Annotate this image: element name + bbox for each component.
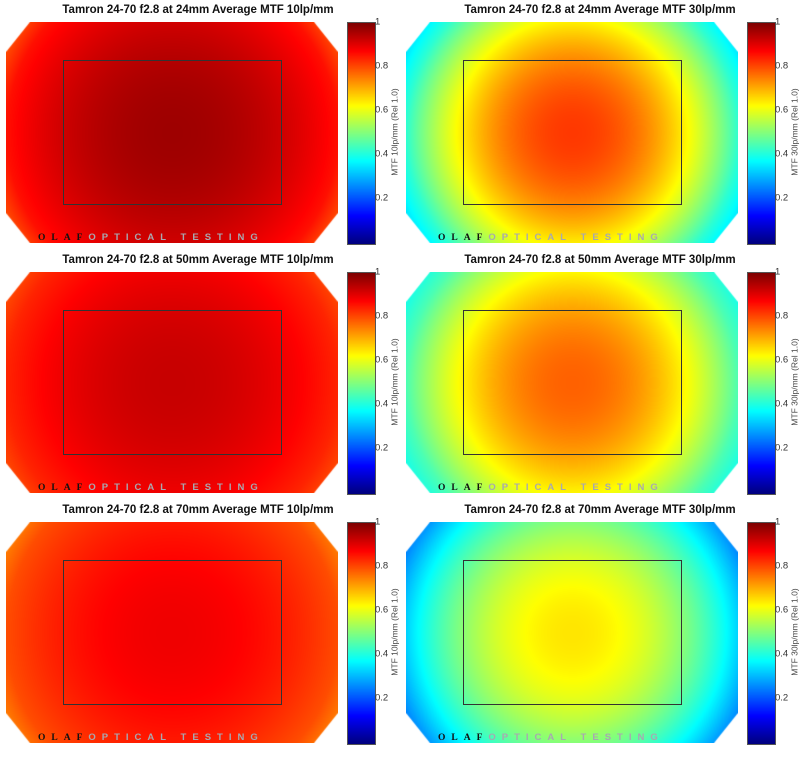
colorbar-tick-label: 0.8 xyxy=(375,60,389,72)
panel-title: Tamron 24-70 f2.8 at 50mm Average MTF 30… xyxy=(464,254,736,266)
colorbar-tick-label: 0.2 xyxy=(775,692,789,704)
colorbar-tick-label: 1 xyxy=(375,266,381,278)
mtf-heatmap xyxy=(406,272,738,493)
watermark-logo: OLAFOPTICAL TESTING xyxy=(38,482,264,493)
panel-title: Tamron 24-70 f2.8 at 70mm Average MTF 10… xyxy=(62,504,334,516)
sensor-frame-rectangle xyxy=(463,310,682,455)
colorbar-tick-label: 0.4 xyxy=(375,148,389,160)
mtf-panel: Tamron 24-70 f2.8 at 50mm Average MTF 30… xyxy=(400,250,800,500)
colorbar-tick-label: 0.6 xyxy=(375,104,389,116)
mtf-heatmap xyxy=(406,22,738,243)
colorbar-tick-label: 0.6 xyxy=(775,354,789,366)
colorbar xyxy=(347,22,376,245)
colorbar-tick-label: 0.4 xyxy=(775,398,789,410)
panel-title: Tamron 24-70 f2.8 at 50mm Average MTF 10… xyxy=(62,254,334,266)
colorbar xyxy=(747,22,776,245)
mtf-panel: Tamron 24-70 f2.8 at 50mm Average MTF 10… xyxy=(0,250,400,500)
mtf-heatmap xyxy=(6,272,338,493)
sensor-frame-rectangle xyxy=(63,310,282,455)
colorbar xyxy=(747,272,776,495)
colorbar-tick-label: 0.4 xyxy=(375,648,389,660)
colorbar-label: MTF 30lp/mm (Rel 1.0) xyxy=(789,588,800,676)
colorbar-tick-label: 0.2 xyxy=(775,442,789,454)
mtf-panel: Tamron 24-70 f2.8 at 70mm Average MTF 30… xyxy=(400,500,800,750)
sensor-frame-rectangle xyxy=(463,560,682,705)
watermark-logo: OLAFOPTICAL TESTING xyxy=(438,732,664,743)
colorbar-tick-label: 1 xyxy=(375,516,381,528)
mtf-panel: Tamron 24-70 f2.8 at 70mm Average MTF 10… xyxy=(0,500,400,750)
colorbar-tick-label: 0.2 xyxy=(775,192,789,204)
sensor-frame-rectangle xyxy=(63,60,282,205)
watermark-logo: OLAFOPTICAL TESTING xyxy=(38,732,264,743)
colorbar-label: MTF 10lp/mm (Rel 1.0) xyxy=(389,88,400,176)
sensor-frame-rectangle xyxy=(463,60,682,205)
panel-title: Tamron 24-70 f2.8 at 24mm Average MTF 10… xyxy=(62,4,334,16)
colorbar-tick-label: 0.2 xyxy=(375,442,389,454)
colorbar-tick-label: 1 xyxy=(775,516,781,528)
mtf-panel: Tamron 24-70 f2.8 at 24mm Average MTF 10… xyxy=(0,0,400,250)
colorbar-tick-label: 0.6 xyxy=(775,604,789,616)
colorbar-tick-label: 1 xyxy=(775,266,781,278)
colorbar xyxy=(347,522,376,745)
mtf-panel: Tamron 24-70 f2.8 at 24mm Average MTF 30… xyxy=(400,0,800,250)
colorbar-tick-label: 1 xyxy=(775,16,781,28)
colorbar-label: MTF 30lp/mm (Rel 1.0) xyxy=(789,338,800,426)
colorbar-tick-label: 0.6 xyxy=(375,604,389,616)
mtf-heatmap xyxy=(406,522,738,743)
sensor-frame-rectangle xyxy=(63,560,282,705)
colorbar xyxy=(347,272,376,495)
panel-title: Tamron 24-70 f2.8 at 24mm Average MTF 30… xyxy=(464,4,736,16)
colorbar xyxy=(747,522,776,745)
colorbar-tick-label: 0.8 xyxy=(775,310,789,322)
colorbar-tick-label: 0.2 xyxy=(375,692,389,704)
watermark-logo: OLAFOPTICAL TESTING xyxy=(438,232,664,243)
colorbar-tick-label: 0.8 xyxy=(775,60,789,72)
colorbar-tick-label: 0.6 xyxy=(775,104,789,116)
colorbar-label: MTF 30lp/mm (Rel 1.0) xyxy=(789,88,800,176)
colorbar-tick-label: 0.4 xyxy=(775,148,789,160)
watermark-logo: OLAFOPTICAL TESTING xyxy=(438,482,664,493)
mtf-heatmap xyxy=(6,22,338,243)
colorbar-tick-label: 0.6 xyxy=(375,354,389,366)
colorbar-tick-label: 0.4 xyxy=(375,398,389,410)
colorbar-tick-label: 0.2 xyxy=(375,192,389,204)
colorbar-tick-label: 0.8 xyxy=(775,560,789,572)
colorbar-label: MTF 10lp/mm (Rel 1.0) xyxy=(389,338,400,426)
colorbar-tick-label: 0.4 xyxy=(775,648,789,660)
panel-title: Tamron 24-70 f2.8 at 70mm Average MTF 30… xyxy=(464,504,736,516)
colorbar-tick-label: 0.8 xyxy=(375,310,389,322)
colorbar-tick-label: 1 xyxy=(375,16,381,28)
colorbar-tick-label: 0.8 xyxy=(375,560,389,572)
colorbar-label: MTF 10lp/mm (Rel 1.0) xyxy=(389,588,400,676)
watermark-logo: OLAFOPTICAL TESTING xyxy=(38,232,264,243)
mtf-heatmap xyxy=(6,522,338,743)
